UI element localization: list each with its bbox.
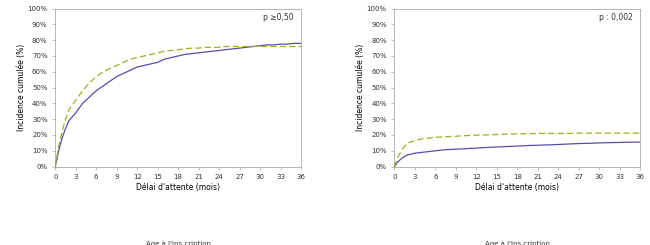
X-axis label: Délai d'attente (mois): Délai d'attente (mois) <box>136 183 220 192</box>
X-axis label: Délai d'attente (mois): Délai d'attente (mois) <box>475 183 560 192</box>
Y-axis label: Incidence cumulée (%): Incidence cumulée (%) <box>356 44 365 131</box>
Legend: Inscrits adultes, Inscrits pédiatriques: Inscrits adultes, Inscrits pédiatriques <box>93 241 263 245</box>
Text: p : 0,002: p : 0,002 <box>599 13 633 22</box>
Legend: Inscrits adultes, Inscrits pédiatriques: Inscrits adultes, Inscrits pédiatriques <box>432 241 603 245</box>
Text: p ≥0,50: p ≥0,50 <box>263 13 294 22</box>
Y-axis label: Incidence cumulée (%): Incidence cumulée (%) <box>17 44 26 131</box>
